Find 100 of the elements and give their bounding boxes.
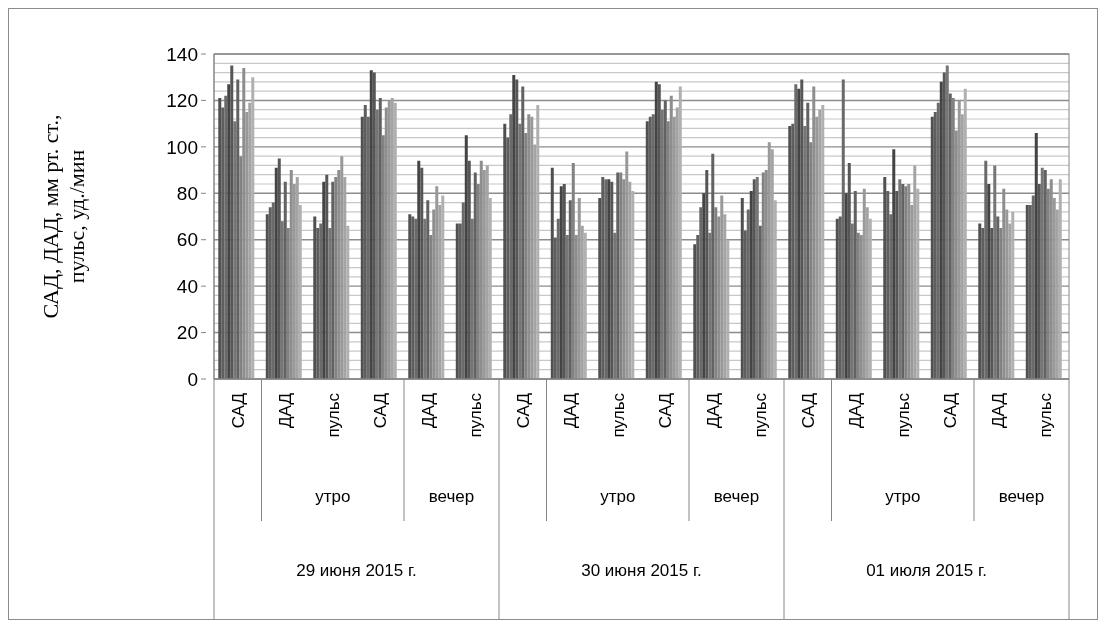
- bar: [996, 216, 1000, 379]
- bar: [942, 72, 946, 379]
- bar: [740, 197, 744, 379]
- x-tick-label: пульс: [466, 392, 486, 438]
- bar: [678, 86, 682, 379]
- bar: [515, 79, 519, 379]
- x-tick-label: пульс: [751, 392, 771, 438]
- bar: [331, 181, 335, 379]
- bar: [322, 181, 326, 379]
- bar: [328, 228, 332, 379]
- bar: [1058, 179, 1062, 379]
- bar: [821, 105, 825, 379]
- bar: [841, 79, 845, 379]
- bar: [898, 179, 902, 379]
- bar: [224, 95, 228, 379]
- x-tick-label: САД: [656, 392, 676, 429]
- bar: [417, 160, 421, 379]
- bar: [598, 197, 602, 379]
- text: 29 июня 2015 г.: [296, 560, 417, 580]
- bar: [1037, 184, 1041, 379]
- bar: [850, 223, 854, 379]
- bar: [280, 221, 284, 379]
- bar: [930, 116, 934, 379]
- bar: [521, 86, 525, 379]
- x-tick-label: пульс: [323, 392, 343, 438]
- bar: [794, 84, 798, 379]
- y-tick-label: 20: [176, 322, 198, 344]
- bar: [313, 216, 317, 379]
- x-tick-label: ДАД: [561, 392, 581, 428]
- bar: [503, 123, 507, 379]
- x-tick-label: пульс: [893, 392, 913, 438]
- bar: [441, 195, 445, 379]
- bar: [797, 88, 801, 379]
- bar: [978, 223, 982, 379]
- bar: [749, 190, 753, 379]
- bar: [993, 165, 997, 379]
- bar: [277, 158, 281, 379]
- bar: [1034, 132, 1038, 379]
- x-tick-label: пульс: [1036, 392, 1056, 438]
- bar: [963, 88, 967, 379]
- x-tick-label: САД: [371, 392, 391, 429]
- bar: [945, 65, 949, 379]
- bar: [464, 135, 468, 379]
- bar: [512, 74, 516, 379]
- y-tick-label: 140: [166, 43, 198, 65]
- bar: [803, 125, 807, 379]
- bar: [230, 65, 234, 379]
- text: 01 июля 2015 г.: [866, 560, 987, 580]
- bar: [509, 114, 513, 379]
- y-tick-label: 80: [176, 182, 198, 204]
- x-tick-label: ДАД: [846, 392, 866, 428]
- bar: [319, 223, 323, 379]
- bar: [844, 193, 848, 379]
- bar: [660, 109, 664, 379]
- bar: [375, 109, 379, 379]
- bar: [702, 193, 706, 379]
- bar: [939, 81, 943, 379]
- y-tick-label: 60: [176, 229, 198, 251]
- bar: [265, 214, 269, 379]
- bar: [470, 218, 474, 379]
- x-tick-label: ДАД: [276, 392, 296, 428]
- text: вечер: [428, 486, 475, 506]
- bar: [699, 207, 703, 379]
- bar: [705, 170, 709, 379]
- y-tick-label: 0: [187, 368, 198, 390]
- bar: [325, 174, 329, 379]
- bar: [895, 190, 899, 379]
- x-tick-label: САД: [798, 392, 818, 429]
- bar: [420, 167, 424, 379]
- text: вечер: [998, 486, 1045, 506]
- x-tick-label: САД: [228, 392, 248, 429]
- bar: [236, 79, 240, 379]
- bar: [550, 167, 554, 379]
- bar: [536, 105, 540, 379]
- x-tick-label: ДАД: [703, 392, 723, 428]
- x-tick-label: ДАД: [988, 392, 1008, 428]
- bar: [883, 177, 887, 379]
- bar: [426, 200, 430, 379]
- bar: [467, 160, 471, 379]
- text: 30 июня 2015 г.: [581, 560, 702, 580]
- bar: [892, 149, 896, 379]
- bar: [987, 184, 991, 379]
- x-tick-label: САД: [513, 392, 533, 429]
- bar: [645, 121, 649, 379]
- y-axis-title: САД, ДАД, мм рт. ст., пульс, уд./мин: [38, 114, 89, 319]
- bar: [847, 163, 851, 379]
- text: утро: [600, 486, 636, 506]
- x-tick-label: ДАД: [418, 392, 438, 428]
- bar: [393, 102, 397, 379]
- bar: [613, 232, 617, 379]
- bar: [274, 167, 278, 379]
- text: вечер: [713, 486, 760, 506]
- y-tick-label: 120: [166, 90, 198, 112]
- bar: [984, 160, 988, 379]
- y-tick-label: 40: [176, 275, 198, 297]
- bar: [251, 77, 255, 379]
- text: утро: [885, 486, 921, 506]
- bar: [708, 232, 712, 379]
- bar: [518, 123, 522, 379]
- bar: [693, 244, 697, 379]
